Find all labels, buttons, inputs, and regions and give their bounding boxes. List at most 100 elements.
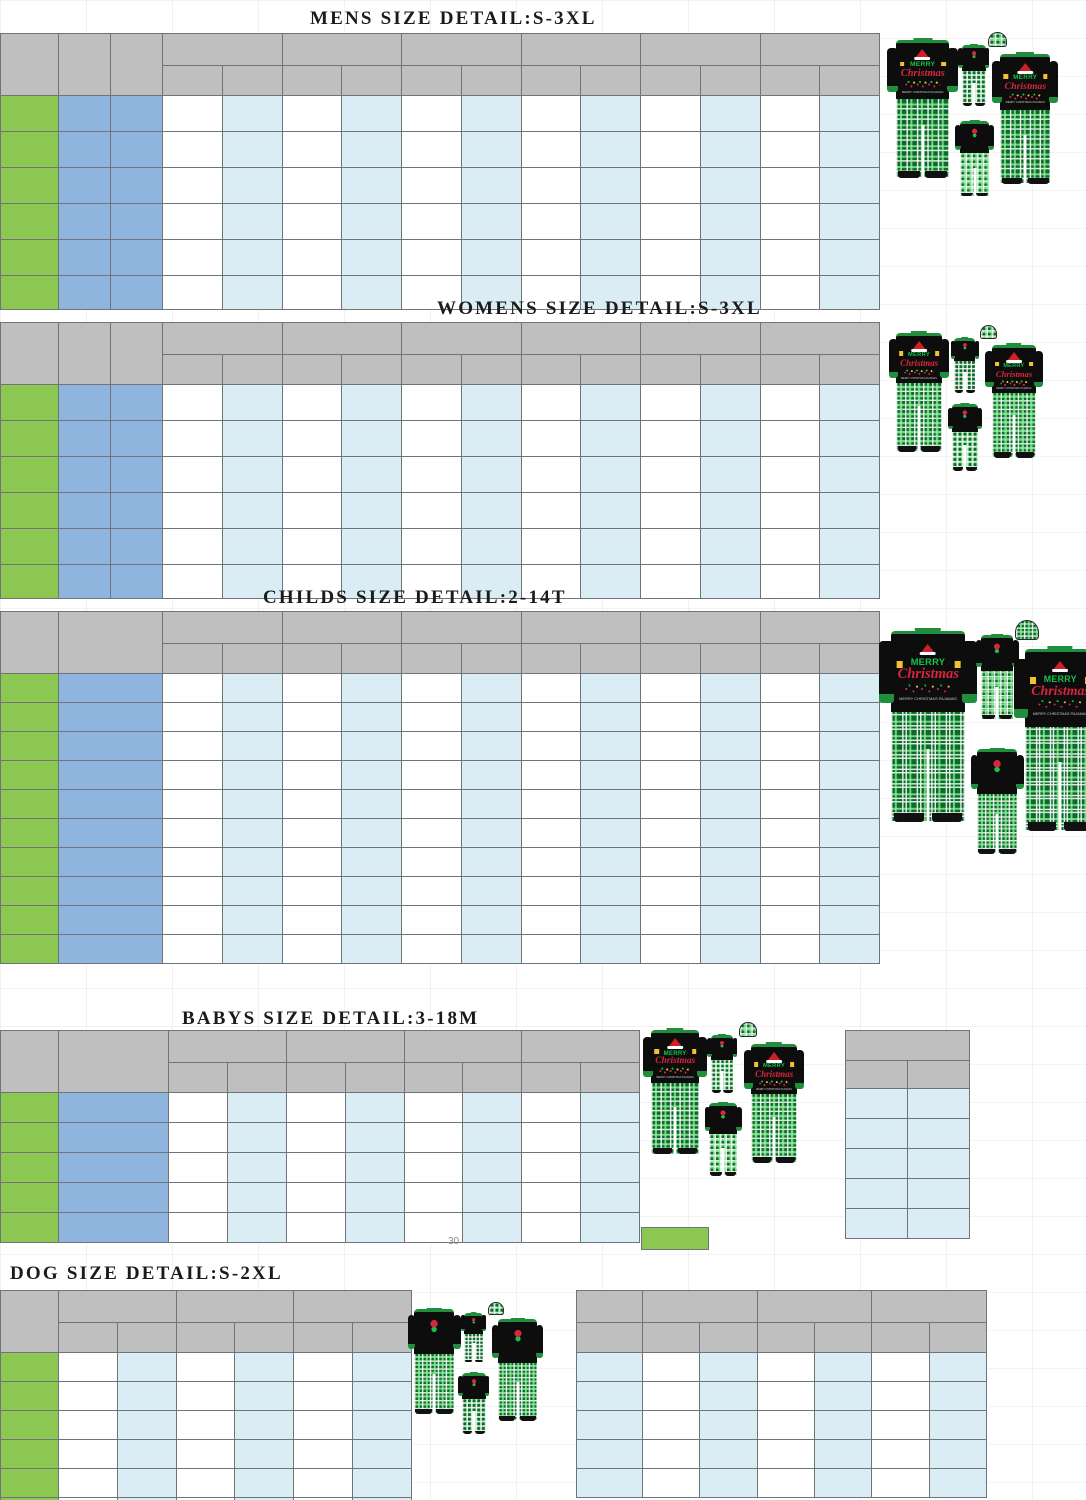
sleeve-right [1048, 61, 1059, 101]
cell-recommended-age [58, 905, 163, 935]
cell-cm [640, 876, 701, 906]
cell-inch [341, 95, 402, 132]
cell-inch [699, 673, 761, 703]
cuff-left [958, 65, 963, 68]
cell-cm [520, 905, 582, 935]
col-header-size [0, 33, 59, 96]
cell-eu [110, 131, 163, 168]
cell-cm [401, 131, 462, 168]
cuff-right [795, 1083, 805, 1089]
cell-inch [580, 789, 641, 819]
pad-cell [0, 1497, 59, 1500]
graphic-dots [904, 368, 934, 377]
cuff-right [1015, 784, 1024, 790]
cuff-right [947, 85, 958, 93]
graphic-subtext: MERRY CHRISTMAS PAJAMAS [656, 1075, 694, 1079]
cell-inch [341, 528, 402, 565]
cell-inch [460, 492, 522, 529]
pant-cuff-left [711, 1090, 721, 1093]
col-header-top-length [162, 322, 283, 355]
cell-cm [162, 528, 223, 565]
col-header-size [0, 322, 59, 385]
cell-inch [699, 905, 761, 935]
pad-cell [58, 275, 111, 310]
cuff-left [888, 372, 898, 378]
unit-header-cm [520, 65, 582, 96]
cell-inch [226, 1092, 287, 1123]
cell-cm [640, 847, 701, 877]
pant-cuff-left [961, 192, 973, 197]
pajama-pants [981, 671, 1014, 719]
cell-inch [580, 876, 641, 906]
cuff-right [940, 372, 950, 378]
table-row [0, 384, 880, 421]
graphic-merry-text: MERRY [1003, 363, 1025, 370]
cell-size [0, 1352, 59, 1382]
cuff-right [732, 1054, 737, 1057]
leg-split [995, 687, 999, 719]
leg-split [963, 371, 967, 393]
col-header-top-length [162, 611, 283, 644]
col-header-us [58, 33, 111, 96]
header-row-units [1, 65, 880, 96]
cell-cm [759, 760, 821, 790]
pajama-set: MERRY Christmas MERRY CHRISTMAS PAJAMAS [888, 331, 950, 452]
col-header-size [0, 1030, 59, 1093]
cell-inch [460, 760, 522, 790]
cuff-right [974, 356, 979, 359]
cell-inch [344, 1212, 405, 1243]
sleeve-right [1012, 639, 1019, 666]
cell-inch [221, 934, 283, 964]
unit-header-inch [341, 65, 402, 96]
cell-inch [352, 1352, 412, 1382]
cell-inch [819, 384, 880, 421]
cell-cm [281, 702, 343, 732]
cuff-right [962, 694, 977, 704]
cell-cm [521, 1092, 582, 1123]
cell-cm [168, 1122, 228, 1153]
unit-header-inch [462, 1062, 523, 1093]
pajama-set: MERRY Christmas MERRY CHRISTMAS PAJAMAS [1013, 646, 1086, 832]
cell-size [0, 789, 59, 819]
unit-header-inch [221, 65, 283, 96]
graphic-christmas-text: Christmas [900, 357, 939, 368]
chest-graphic: MERRY Christmas MERRY CHRISTMAS PAJAMAS [1030, 661, 1086, 716]
cell-cm [293, 1439, 354, 1469]
cell-cm [162, 492, 223, 529]
chest-graphic [466, 1316, 481, 1326]
gift-box-left-icon [1003, 74, 1009, 79]
cell-cm [285, 1182, 346, 1213]
cell-cm [403, 1092, 464, 1123]
cell-recommended-age [58, 1212, 169, 1243]
cell-cm [521, 1152, 582, 1183]
cuff-left [460, 1329, 465, 1332]
col-header-sleeve [403, 1030, 523, 1063]
leg-split [973, 167, 977, 196]
cell-inch [819, 876, 880, 906]
unit-header-cm [162, 643, 223, 674]
cell-cm [162, 760, 223, 790]
cell-inch [580, 492, 641, 529]
cuff-right [452, 1344, 461, 1350]
col-header-hips [640, 322, 761, 355]
sleeve-right [940, 339, 950, 376]
cell-cm [520, 876, 582, 906]
chest-graphic: MERRY Christmas MERRY CHRISTMAS PAJAMAS [995, 352, 1034, 390]
graphic-christmas-text: Christmas [900, 67, 945, 79]
col-header-shoulder [521, 1030, 640, 1063]
cuff-right [984, 65, 990, 68]
chest-graphic: MERRY Christmas MERRY CHRISTMAS PAJAMAS [899, 340, 940, 380]
cell-cm [640, 905, 701, 935]
cell-inch [221, 239, 283, 276]
mens-size-table [0, 33, 880, 310]
cell-inch [819, 167, 880, 204]
pad-cell [401, 275, 462, 310]
table-row [0, 789, 880, 819]
cell-cm [162, 934, 223, 964]
col-header-wasit [759, 611, 880, 644]
plaid-beanie-hat [988, 32, 1007, 48]
cell-inch [221, 818, 283, 848]
pad-cell [460, 275, 522, 310]
cell-cm [520, 934, 582, 964]
chest-graphic [419, 1318, 449, 1337]
